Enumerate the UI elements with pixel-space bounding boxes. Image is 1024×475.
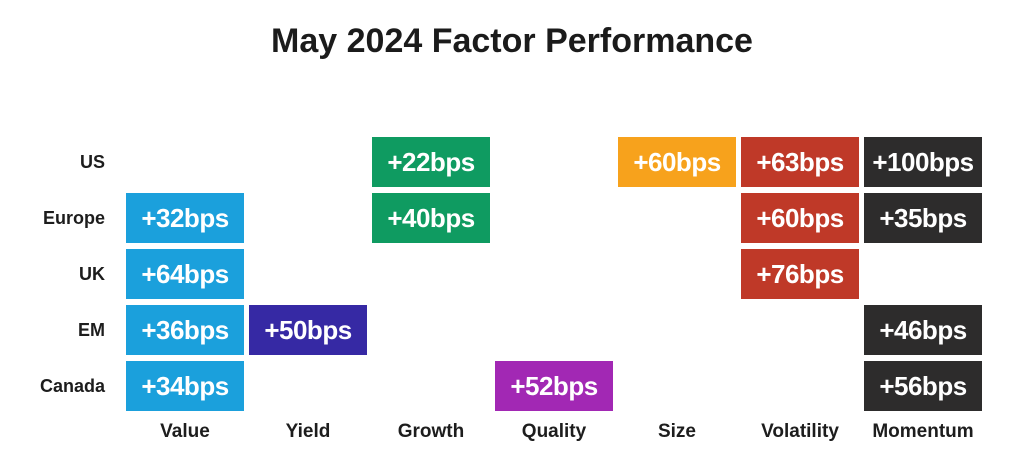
cell-canada-value: +34bps	[126, 361, 244, 411]
cell-empty	[618, 361, 736, 411]
cell-empty	[249, 361, 367, 411]
col-label-size: Size	[657, 421, 697, 442]
row-label-uk: UK	[79, 263, 105, 284]
cell-em-momentum: +46bps	[864, 305, 982, 355]
cell-empty	[126, 137, 244, 187]
cell-europe-value: +32bps	[126, 193, 244, 243]
col-label-yield: Yield	[285, 421, 331, 442]
cell-em-yield: +50bps	[249, 305, 367, 355]
col-label-quality: Quality	[521, 421, 587, 442]
cell-empty	[249, 249, 367, 299]
cell-empty	[495, 193, 613, 243]
cell-europe-volatility: +60bps	[741, 193, 859, 243]
row-label-canada: Canada	[39, 375, 105, 396]
cell-empty	[618, 249, 736, 299]
cell-europe-momentum: +35bps	[864, 193, 982, 243]
cell-empty	[249, 193, 367, 243]
cell-us-volatility: +63bps	[741, 137, 859, 187]
cell-us-size: +60bps	[618, 137, 736, 187]
cell-empty	[495, 249, 613, 299]
cell-empty	[741, 305, 859, 355]
col-label-volatility: Volatility	[761, 421, 839, 442]
cell-empty	[741, 361, 859, 411]
chart-title: May 2024 Factor Performance	[271, 22, 753, 60]
cell-empty	[372, 249, 490, 299]
col-label-growth: Growth	[397, 421, 465, 442]
cell-canada-quality: +52bps	[495, 361, 613, 411]
row-label-europe: Europe	[42, 207, 105, 228]
cell-europe-growth: +40bps	[372, 193, 490, 243]
row-label-em: EM	[78, 319, 105, 340]
cell-empty	[864, 249, 982, 299]
col-label-value: Value	[160, 421, 210, 442]
cell-us-growth: +22bps	[372, 137, 490, 187]
footer-corner	[25, 417, 121, 447]
row-label-us: US	[79, 151, 105, 172]
cell-uk-value: +64bps	[126, 249, 244, 299]
cell-empty	[495, 305, 613, 355]
cell-canada-momentum: +56bps	[864, 361, 982, 411]
cell-us-momentum: +100bps	[864, 137, 982, 187]
cell-em-value: +36bps	[126, 305, 244, 355]
cell-empty	[372, 361, 490, 411]
factor-grid: US +22bps +60bps +63bps +100bps Europe +32bps +…	[25, 137, 982, 447]
cell-empty	[618, 305, 736, 355]
col-label-momentum: Momentum	[872, 421, 974, 442]
cell-empty	[249, 137, 367, 187]
cell-empty	[618, 193, 736, 243]
cell-uk-volatility: +76bps	[741, 249, 859, 299]
cell-empty	[372, 305, 490, 355]
cell-empty	[495, 137, 613, 187]
